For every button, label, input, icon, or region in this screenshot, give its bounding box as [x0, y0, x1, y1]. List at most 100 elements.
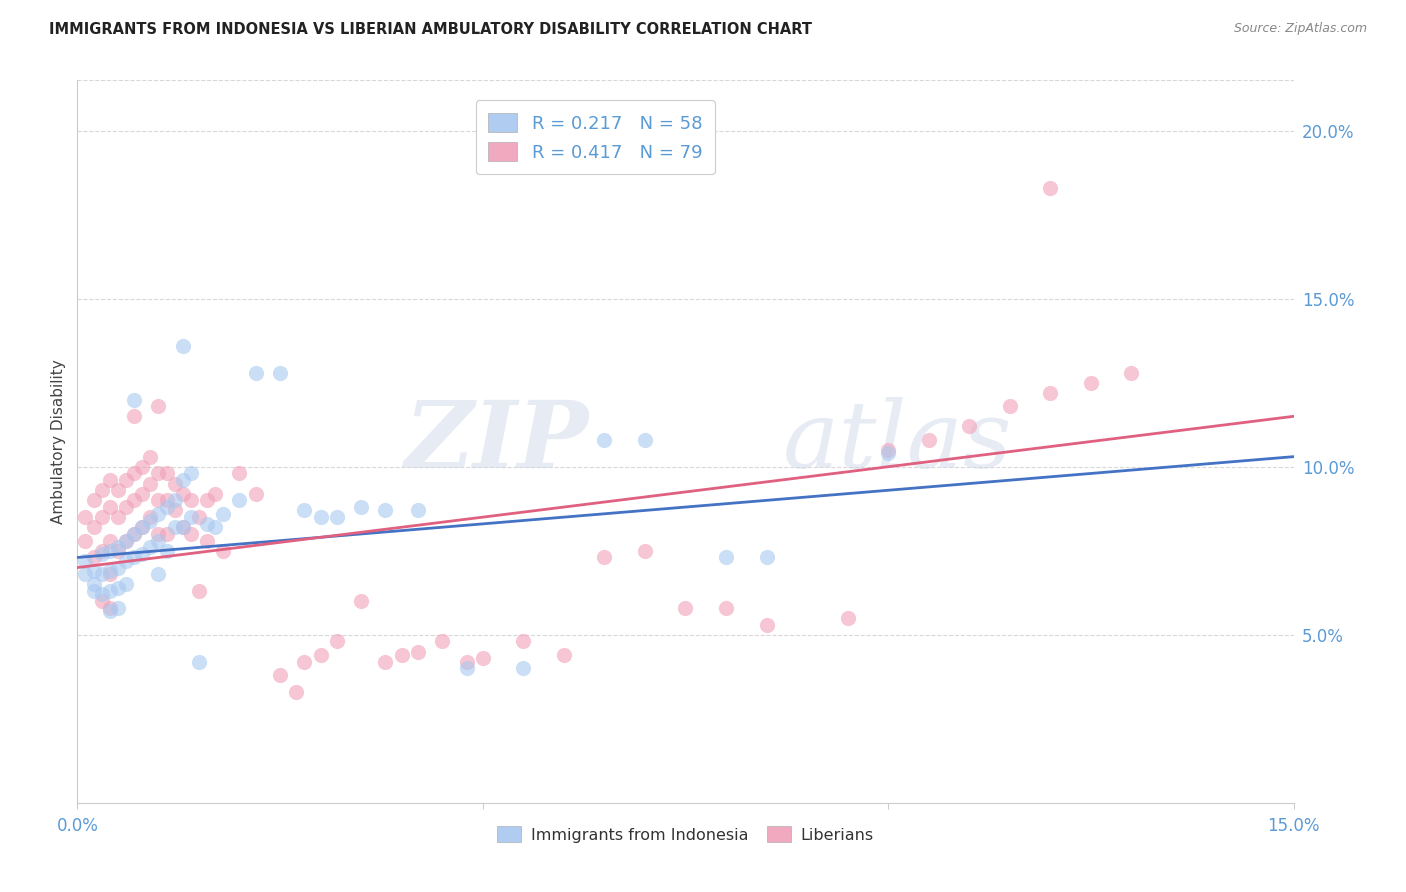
Point: [98, 500, 121, 514]
Point: [83, 564, 105, 578]
Point: [245, 486, 267, 500]
Point: [406, 503, 429, 517]
Point: [269, 668, 291, 682]
Point: [98, 567, 121, 582]
Point: [122, 527, 145, 541]
Point: [122, 550, 145, 565]
Point: [188, 655, 211, 669]
Point: [188, 510, 211, 524]
Point: [131, 520, 153, 534]
Point: [83, 493, 105, 508]
Point: [877, 446, 900, 460]
Point: [122, 409, 145, 424]
Point: [634, 433, 657, 447]
Point: [512, 661, 534, 675]
Point: [1039, 385, 1062, 400]
Point: [1080, 376, 1102, 390]
Point: [107, 483, 129, 498]
Point: [90, 587, 112, 601]
Point: [148, 399, 170, 413]
Point: [195, 493, 218, 508]
Point: [83, 584, 105, 599]
Point: [90, 547, 112, 561]
Point: [292, 655, 315, 669]
Point: [172, 520, 194, 534]
Point: [75, 533, 97, 548]
Point: [163, 493, 186, 508]
Point: [350, 594, 373, 608]
Point: [309, 648, 332, 662]
Point: [83, 520, 105, 534]
Point: [148, 467, 170, 481]
Point: [374, 655, 396, 669]
Point: [326, 510, 349, 524]
Point: [406, 644, 429, 658]
Point: [228, 493, 250, 508]
Point: [107, 560, 129, 574]
Point: [593, 433, 616, 447]
Point: [83, 577, 105, 591]
Point: [155, 467, 177, 481]
Point: [115, 554, 138, 568]
Point: [90, 543, 112, 558]
Point: [634, 543, 657, 558]
Point: [122, 392, 145, 407]
Point: [180, 467, 202, 481]
Point: [98, 533, 121, 548]
Point: [714, 550, 737, 565]
Point: [75, 567, 97, 582]
Point: [98, 584, 121, 599]
Point: [837, 611, 859, 625]
Point: [139, 541, 162, 555]
Point: [148, 493, 170, 508]
Point: [471, 651, 494, 665]
Point: [430, 634, 453, 648]
Point: [180, 493, 202, 508]
Point: [755, 617, 778, 632]
Point: [139, 476, 162, 491]
Point: [139, 450, 162, 464]
Point: [131, 547, 153, 561]
Point: [122, 467, 145, 481]
Text: atlas: atlas: [783, 397, 1012, 486]
Point: [172, 486, 194, 500]
Point: [98, 604, 121, 618]
Point: [122, 493, 145, 508]
Point: [391, 648, 413, 662]
Point: [350, 500, 373, 514]
Point: [326, 634, 349, 648]
Point: [155, 543, 177, 558]
Point: [309, 510, 332, 524]
Point: [180, 510, 202, 524]
Point: [188, 584, 211, 599]
Point: [877, 442, 900, 457]
Point: [593, 550, 616, 565]
Point: [148, 527, 170, 541]
Text: Source: ZipAtlas.com: Source: ZipAtlas.com: [1233, 22, 1367, 36]
Point: [374, 503, 396, 517]
Point: [131, 486, 153, 500]
Point: [148, 567, 170, 582]
Point: [212, 543, 235, 558]
Point: [755, 550, 778, 565]
Point: [269, 366, 291, 380]
Point: [1039, 181, 1062, 195]
Point: [245, 366, 267, 380]
Point: [172, 473, 194, 487]
Point: [98, 543, 121, 558]
Point: [155, 493, 177, 508]
Point: [204, 520, 226, 534]
Point: [115, 500, 138, 514]
Point: [180, 527, 202, 541]
Point: [115, 473, 138, 487]
Point: [90, 510, 112, 524]
Point: [83, 550, 105, 565]
Point: [115, 577, 138, 591]
Point: [131, 520, 153, 534]
Point: [204, 486, 226, 500]
Point: [75, 554, 97, 568]
Point: [98, 473, 121, 487]
Point: [98, 564, 121, 578]
Point: [115, 533, 138, 548]
Point: [90, 567, 112, 582]
